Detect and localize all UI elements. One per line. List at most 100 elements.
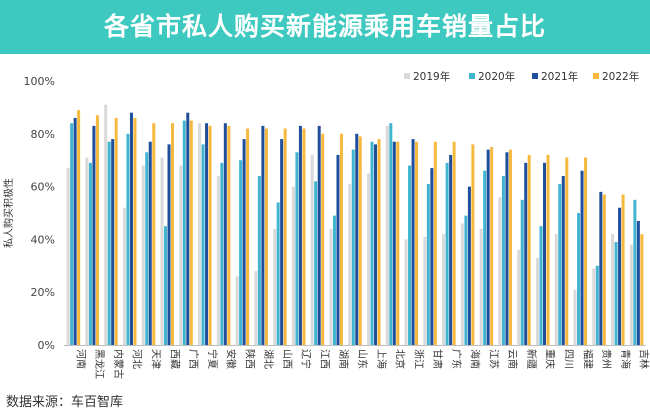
- bar-4-20: [433, 141, 437, 345]
- bar-3-10: [242, 139, 246, 345]
- bar-3-22: [467, 186, 471, 345]
- bar-4-26: [546, 154, 550, 345]
- bar-2-29: [595, 265, 599, 345]
- bar-1-10: [235, 276, 239, 345]
- bar-4-21: [452, 141, 456, 345]
- legend-swatch: [404, 73, 410, 79]
- bar-4-19: [415, 141, 419, 345]
- bar-3-25: [524, 162, 528, 345]
- bar-2-31: [633, 199, 637, 345]
- bar-4-1: [77, 110, 81, 345]
- x-tick-label: 山西: [281, 349, 293, 369]
- bar-3-27: [561, 176, 565, 345]
- bar-3-5: [148, 141, 152, 345]
- bar-1-12: [273, 228, 277, 345]
- x-tick-label: 湖北: [262, 349, 274, 369]
- x-tick-label: 黑龙江: [93, 349, 106, 379]
- bar-chart: 私人购买积极性0%20%40%60%80%100%河南 黑龙江 内蒙古 河北 天津 西藏广…: [2, 70, 650, 379]
- legend-swatch: [593, 73, 599, 79]
- bar-2-8: [201, 144, 205, 345]
- data-source: 数据来源：车百智库: [6, 395, 124, 410]
- x-tick-label: 上海: [375, 349, 388, 369]
- bar-2-2: [88, 162, 92, 345]
- bar-3-8: [205, 123, 209, 346]
- bar-3-28: [580, 170, 584, 345]
- bar-2-22: [464, 215, 468, 345]
- bar-2-13: [295, 152, 299, 345]
- x-tick-label: 安徽: [225, 349, 238, 369]
- legend-swatch: [469, 73, 475, 79]
- bar-4-18: [396, 141, 400, 345]
- bar-4-25: [527, 154, 531, 345]
- bar-1-2: [85, 157, 89, 345]
- chart-title: 各省市私人购买新能源乘用车销量占比: [103, 12, 546, 41]
- bar-3-23: [486, 149, 490, 345]
- chart-area: 私人购买积极性 0% 20% 40% 60% 80% 100% 河南 黑龙江 内蒙古 河北 天津 西藏广…: [0, 56, 650, 388]
- bar-4-5: [152, 123, 156, 346]
- bar-1-31: [629, 244, 633, 345]
- bar-2-28: [577, 213, 581, 345]
- bar-1-21: [442, 234, 446, 345]
- bar-1-17: [367, 173, 371, 345]
- bar-2-18: [389, 123, 393, 346]
- bar-3-13: [298, 125, 302, 345]
- bar-3-16: [355, 133, 359, 345]
- bar-2-25: [520, 199, 524, 345]
- x-tick-label: 重庆: [544, 349, 557, 369]
- bar-2-21: [445, 162, 449, 345]
- bar-2-16: [351, 149, 355, 345]
- bar-1-29: [592, 268, 596, 345]
- bar-1-19: [404, 239, 408, 345]
- bar-4-13: [302, 128, 306, 345]
- bar-2-26: [539, 226, 543, 345]
- bar-3-9: [223, 123, 227, 346]
- bar-1-8: [198, 123, 202, 346]
- bar-4-10: [246, 128, 250, 345]
- x-tick-label: 云南: [506, 349, 519, 369]
- bar-4-9: [227, 125, 231, 345]
- bar-4-28: [584, 157, 588, 345]
- bar-1-23: [479, 228, 483, 345]
- bar-4-29: [602, 194, 606, 345]
- bar-3-14: [317, 125, 321, 345]
- y-tick-label: 40%: [31, 233, 55, 246]
- bar-2-7: [182, 120, 186, 345]
- y-tick-label: 80%: [31, 128, 55, 141]
- x-tick-label: 北京: [394, 349, 407, 369]
- bar-1-20: [423, 236, 427, 345]
- bar-2-20: [426, 183, 430, 345]
- bar-2-19: [408, 165, 412, 345]
- x-tick-label: 河南: [74, 349, 87, 369]
- bar-2-5: [145, 152, 149, 345]
- bar-2-11: [257, 176, 261, 345]
- bar-2-17: [370, 141, 374, 345]
- x-tick-label: 河北: [131, 349, 143, 369]
- bar-4-14: [321, 133, 325, 345]
- bar-3-12: [280, 139, 284, 345]
- bar-1-25: [517, 249, 521, 345]
- bar-2-4: [126, 133, 130, 345]
- bar-1-11: [254, 271, 258, 345]
- bar-3-7: [186, 112, 190, 346]
- bar-3-18: [392, 141, 396, 345]
- legend-label: 2019年: [413, 70, 450, 83]
- bar-1-28: [573, 289, 577, 345]
- bar-2-10: [239, 160, 243, 345]
- bar-4-11: [264, 128, 268, 345]
- bar-1-1: [66, 168, 70, 345]
- bar-3-1: [73, 117, 77, 346]
- bar-3-26: [542, 162, 546, 345]
- legend-label: 2021年: [541, 70, 578, 83]
- bar-2-9: [220, 162, 224, 345]
- x-tick-label: 江西: [318, 349, 330, 369]
- bar-4-12: [283, 128, 287, 345]
- x-tick-label: 湖南: [337, 349, 350, 369]
- x-tick-label: 吉林: [638, 349, 650, 369]
- bar-1-14: [310, 154, 314, 345]
- bar-1-7: [179, 165, 183, 345]
- bar-2-30: [614, 242, 618, 345]
- bar-4-22: [471, 144, 475, 345]
- bar-4-2: [95, 115, 99, 345]
- bar-4-31: [640, 234, 644, 345]
- x-tick-label: 江苏: [487, 349, 500, 369]
